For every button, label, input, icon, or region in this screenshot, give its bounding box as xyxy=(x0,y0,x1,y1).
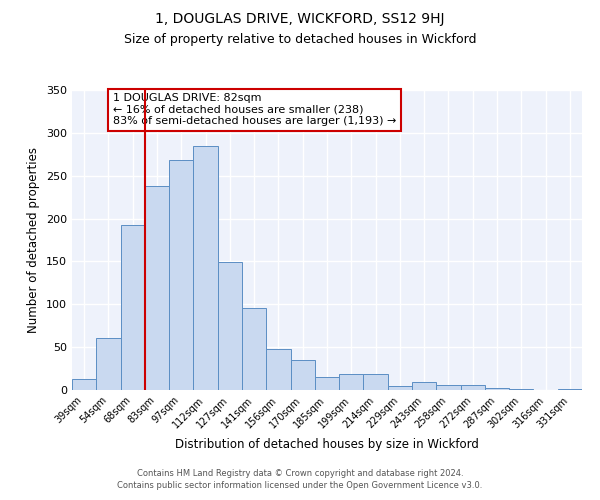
Bar xyxy=(242,308,266,390)
Bar xyxy=(266,349,290,390)
Bar xyxy=(509,389,533,390)
Bar xyxy=(218,262,242,390)
Text: Size of property relative to detached houses in Wickford: Size of property relative to detached ho… xyxy=(124,32,476,46)
Text: Contains HM Land Registry data © Crown copyright and database right 2024.: Contains HM Land Registry data © Crown c… xyxy=(137,468,463,477)
Bar xyxy=(364,374,388,390)
Bar xyxy=(290,360,315,390)
Bar xyxy=(461,385,485,390)
Bar xyxy=(485,388,509,390)
Bar xyxy=(121,226,145,390)
Bar xyxy=(436,385,461,390)
Bar xyxy=(388,386,412,390)
Text: Contains public sector information licensed under the Open Government Licence v3: Contains public sector information licen… xyxy=(118,481,482,490)
Bar xyxy=(72,379,96,390)
X-axis label: Distribution of detached houses by size in Wickford: Distribution of detached houses by size … xyxy=(175,438,479,451)
Text: 1 DOUGLAS DRIVE: 82sqm
← 16% of detached houses are smaller (238)
83% of semi-de: 1 DOUGLAS DRIVE: 82sqm ← 16% of detached… xyxy=(113,93,396,126)
Bar xyxy=(412,382,436,390)
Bar xyxy=(193,146,218,390)
Y-axis label: Number of detached properties: Number of detached properties xyxy=(28,147,40,333)
Bar xyxy=(315,377,339,390)
Bar xyxy=(558,389,582,390)
Bar xyxy=(339,374,364,390)
Text: 1, DOUGLAS DRIVE, WICKFORD, SS12 9HJ: 1, DOUGLAS DRIVE, WICKFORD, SS12 9HJ xyxy=(155,12,445,26)
Bar xyxy=(145,186,169,390)
Bar xyxy=(96,338,121,390)
Bar xyxy=(169,160,193,390)
